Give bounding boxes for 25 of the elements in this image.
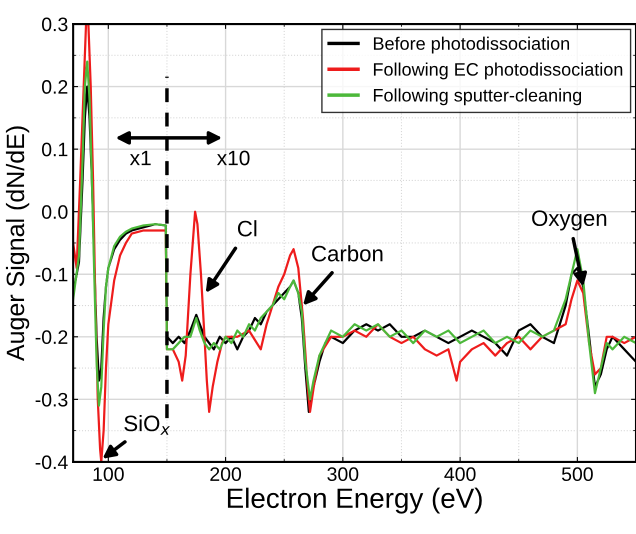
y-tick-label: 0.2 xyxy=(42,80,68,94)
legend-label: Before photodissociation xyxy=(374,36,570,54)
annotation: Oxygen xyxy=(532,210,606,230)
y-tick-label: 0.0 xyxy=(42,205,68,219)
annotation: x10 xyxy=(216,150,250,166)
x-tick-label: 200 xyxy=(210,467,242,482)
y-axis-title: Auger Signal (dN/dE) xyxy=(6,126,30,362)
x-tick-label: 400 xyxy=(444,467,476,482)
legend-label: Following sputter-cleaning xyxy=(374,88,582,106)
legend-label: Following EC photodissociation xyxy=(374,62,622,80)
y-tick-label: 0.1 xyxy=(42,142,68,156)
y-tick-label: 0.3 xyxy=(42,18,68,32)
y-tick-label: -0.3 xyxy=(36,392,68,407)
x-tick-label: 300 xyxy=(327,467,358,482)
line-series xyxy=(73,24,636,462)
y-tick-label: -0.1 xyxy=(36,268,68,282)
annotation: Carbon xyxy=(312,245,382,262)
x-tick-label: 100 xyxy=(94,467,124,482)
annotation: x1 xyxy=(130,150,151,166)
x-axis-title: Electron Energy (eV) xyxy=(228,488,482,514)
y-tick-label: -0.2 xyxy=(36,330,68,344)
y-tick-label: -0.4 xyxy=(36,455,68,470)
annotation: SiO$_{x}$ xyxy=(124,414,170,435)
x-tick-label: 500 xyxy=(562,467,593,482)
annotation: Cl xyxy=(238,220,256,236)
